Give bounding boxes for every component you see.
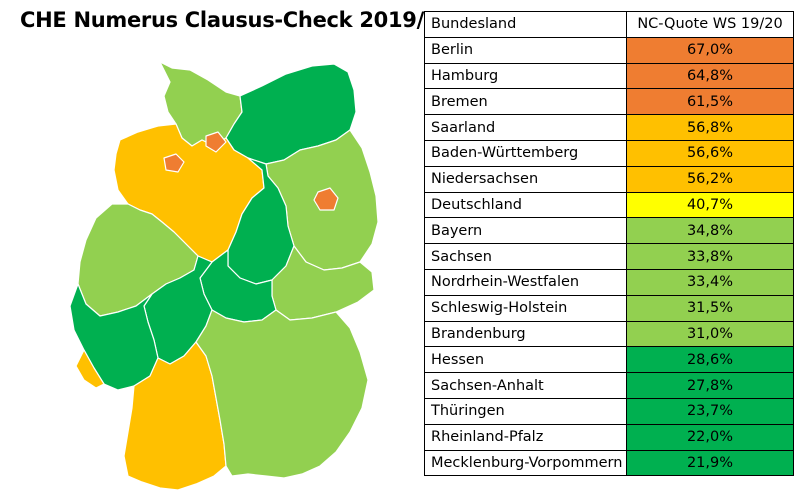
table-row: Hamburg 64,8% xyxy=(424,62,794,90)
state-name-cell: Hessen xyxy=(424,346,627,374)
page-title: CHE Numerus Clausus-Check 2019/20 xyxy=(20,8,453,32)
state-name-cell: Thüringen xyxy=(424,397,627,425)
germany-map xyxy=(60,55,410,504)
quota-value-cell: 67,0% xyxy=(626,36,794,64)
map-region-bremen xyxy=(163,153,185,173)
quota-value-cell: 33,4% xyxy=(626,268,794,296)
column-header-quota: NC-Quote WS 19/20 xyxy=(626,11,794,38)
quota-value-cell: 33,8% xyxy=(626,243,794,270)
table-row: Mecklenburg-Vorpommern 21,9% xyxy=(424,449,794,477)
table-row: Schleswig-Holstein 31,5% xyxy=(424,294,794,322)
table-row: Rheinland-Pfalz 22,0% xyxy=(424,423,794,451)
quota-value-cell: 28,6% xyxy=(626,346,794,374)
quota-value-cell: 40,7% xyxy=(626,191,794,219)
state-name-cell: Baden-Württemberg xyxy=(424,139,627,167)
quota-value-cell: 64,8% xyxy=(626,62,794,90)
quota-value-cell: 31,5% xyxy=(626,294,794,322)
table-row: Brandenburg 31,0% xyxy=(424,320,794,348)
state-name-cell: Sachsen xyxy=(424,243,627,270)
quota-value-cell: 61,5% xyxy=(626,88,794,116)
state-name-cell: Brandenburg xyxy=(424,320,627,348)
quota-value-cell: 56,2% xyxy=(626,165,794,193)
table-row: Hessen 28,6% xyxy=(424,346,794,374)
state-name-cell: Bremen xyxy=(424,88,627,116)
state-name-cell: Saarland xyxy=(424,114,627,141)
nc-quota-table: Bundesland NC-Quote WS 19/20 Berlin 67,0%… xyxy=(424,11,794,477)
state-name-cell: Bayern xyxy=(424,217,627,245)
table-row: Berlin 67,0% xyxy=(424,36,794,64)
table-row: Niedersachsen 56,2% xyxy=(424,165,794,193)
quota-value-cell: 22,0% xyxy=(626,423,794,451)
quota-value-cell: 23,7% xyxy=(626,397,794,425)
table-row: Bremen 61,5% xyxy=(424,88,794,116)
table-row: Saarland 56,8% xyxy=(424,114,794,141)
map-region-berlin xyxy=(313,187,339,211)
state-name-cell: Deutschland xyxy=(424,191,627,219)
table-row: Bayern 34,8% xyxy=(424,217,794,245)
table-row: Nordrhein-Westfalen 33,4% xyxy=(424,268,794,296)
state-name-cell: Berlin xyxy=(424,36,627,64)
table-row: Sachsen-Anhalt 27,8% xyxy=(424,372,794,399)
table-row: Deutschland 40,7% xyxy=(424,191,794,219)
state-name-cell: Niedersachsen xyxy=(424,165,627,193)
column-header-state: Bundesland xyxy=(424,11,627,38)
quota-value-cell: 21,9% xyxy=(626,449,794,477)
table-header-row: Bundesland NC-Quote WS 19/20 xyxy=(424,11,794,38)
quota-value-cell: 27,8% xyxy=(626,372,794,399)
map-region-hamburg xyxy=(205,131,227,153)
map-region-bayern xyxy=(195,309,369,479)
table-row: Thüringen 23,7% xyxy=(424,397,794,425)
quota-value-cell: 56,8% xyxy=(626,114,794,141)
table-row: Baden-Württemberg 56,6% xyxy=(424,139,794,167)
state-name-cell: Hamburg xyxy=(424,62,627,90)
state-name-cell: Rheinland-Pfalz xyxy=(424,423,627,451)
state-name-cell: Mecklenburg-Vorpommern xyxy=(424,449,627,477)
quota-value-cell: 56,6% xyxy=(626,139,794,167)
map-region-saarland xyxy=(75,349,105,389)
state-name-cell: Schleswig-Holstein xyxy=(424,294,627,322)
state-name-cell: Sachsen-Anhalt xyxy=(424,372,627,399)
quota-value-cell: 31,0% xyxy=(626,320,794,348)
state-name-cell: Nordrhein-Westfalen xyxy=(424,268,627,296)
quota-value-cell: 34,8% xyxy=(626,217,794,245)
table-row: Sachsen 33,8% xyxy=(424,243,794,270)
